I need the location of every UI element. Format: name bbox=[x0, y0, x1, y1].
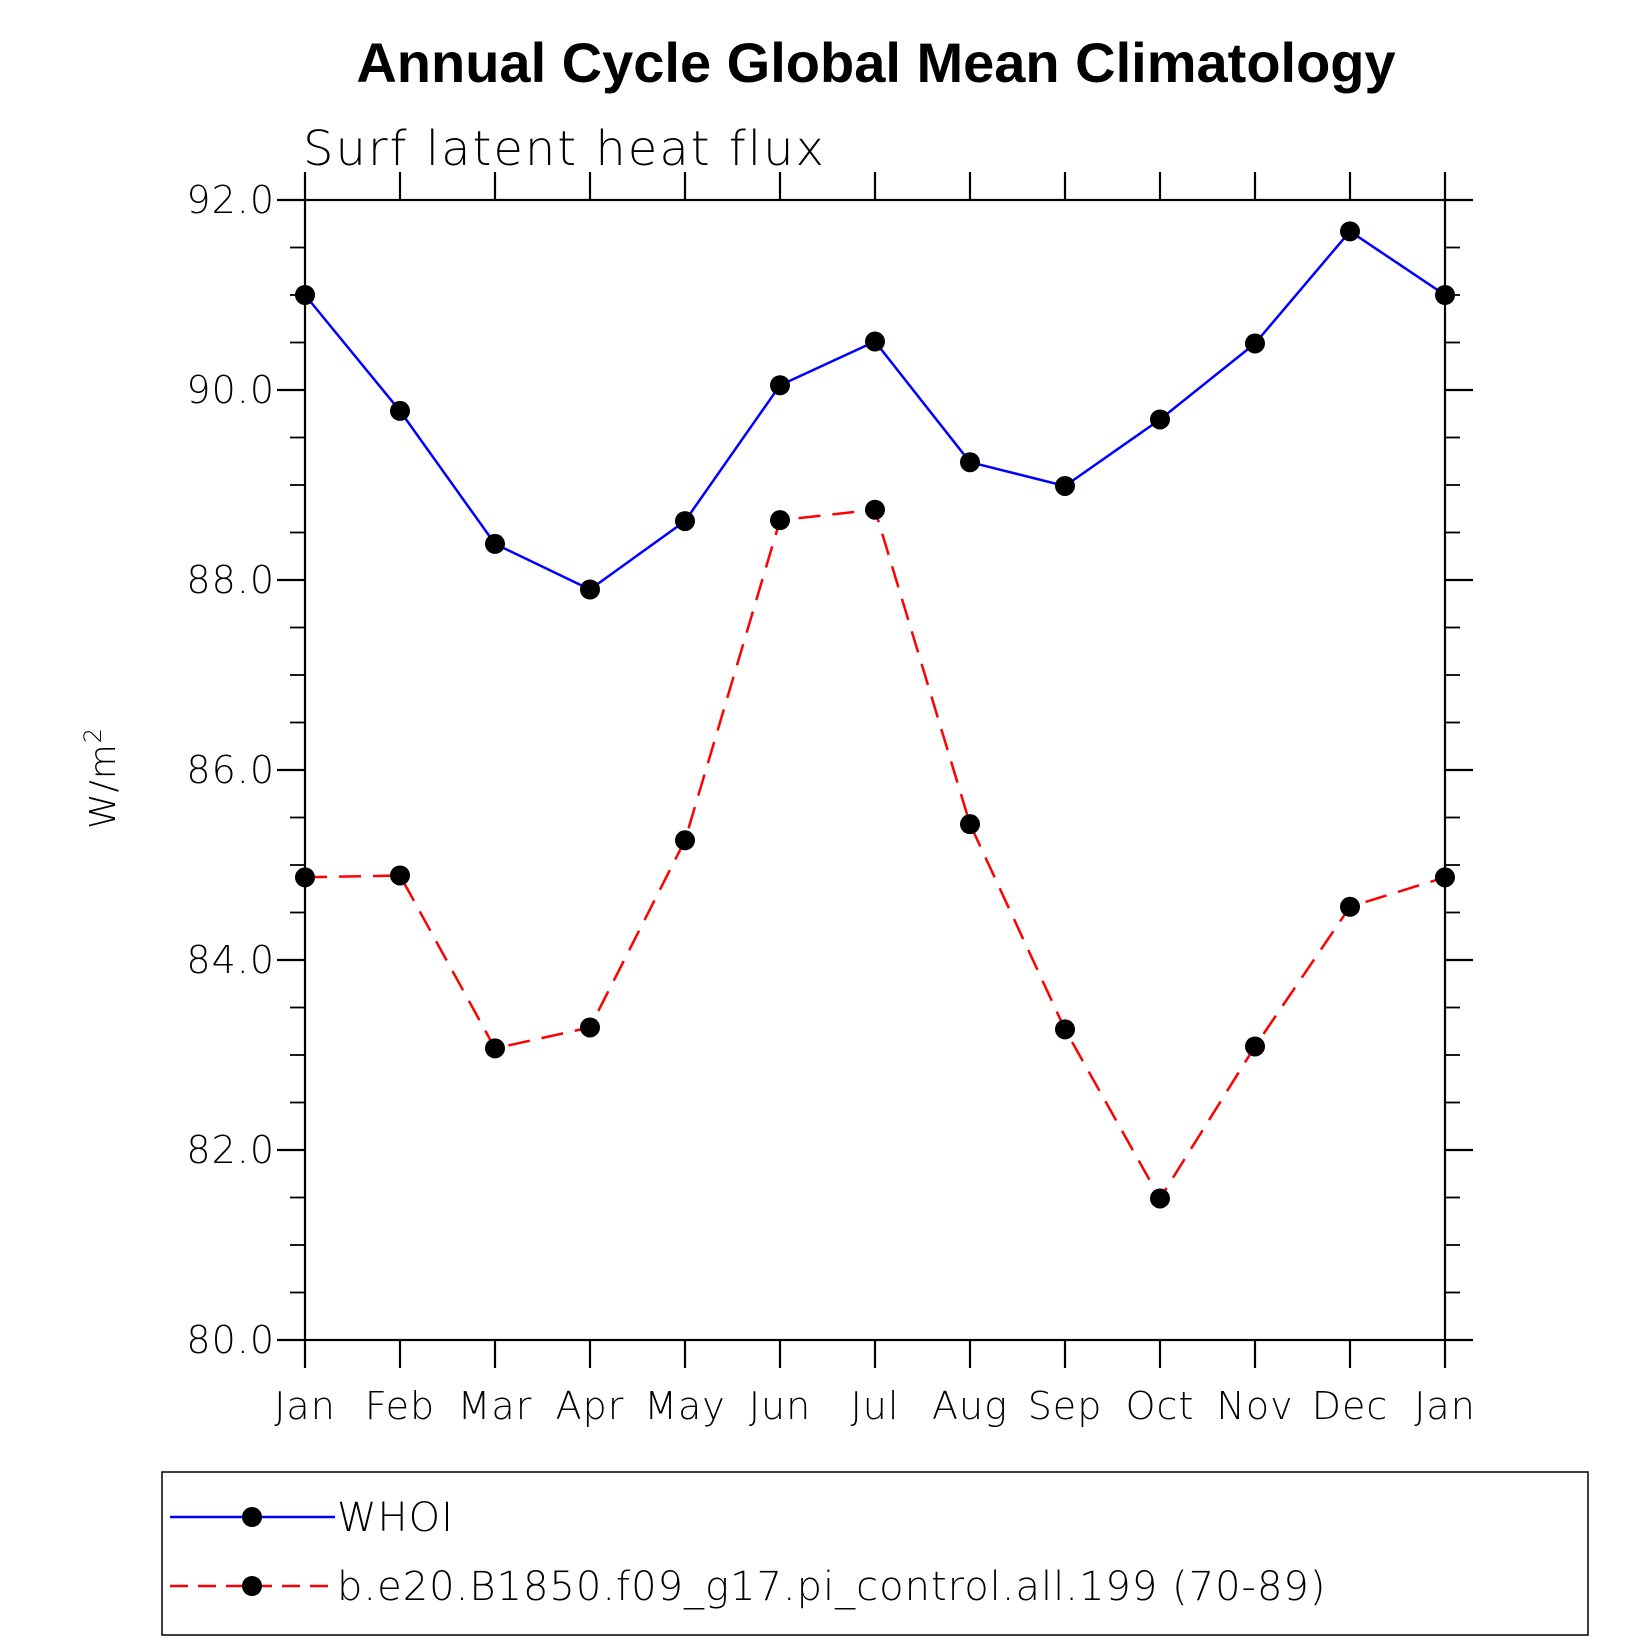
y-axis-label: W/m2 bbox=[79, 727, 124, 829]
data-point-1 bbox=[1150, 1188, 1170, 1209]
x-tick-label: Jun bbox=[749, 1384, 811, 1428]
x-tick-label: Jan bbox=[274, 1384, 336, 1428]
data-point-0 bbox=[1055, 475, 1075, 496]
data-point-1 bbox=[1055, 1019, 1075, 1040]
data-point-0 bbox=[675, 511, 695, 532]
data-point-0 bbox=[770, 375, 790, 396]
y-tick-label: 86.0 bbox=[186, 748, 275, 792]
data-point-1 bbox=[295, 867, 315, 888]
x-tick-label: Apr bbox=[556, 1384, 625, 1428]
data-point-0 bbox=[1245, 333, 1265, 354]
data-point-1 bbox=[580, 1017, 600, 1038]
x-tick-label: Feb bbox=[365, 1384, 435, 1428]
data-point-0 bbox=[960, 452, 980, 473]
svg-text:W/m2: W/m2 bbox=[79, 727, 124, 829]
legend-label-whoi: WHOI bbox=[337, 1495, 454, 1541]
chart-title: Annual Cycle Global Mean Climatology bbox=[356, 31, 1395, 94]
data-point-1 bbox=[1435, 867, 1455, 888]
data-point-0 bbox=[865, 331, 885, 352]
legend-box bbox=[161, 1471, 1589, 1636]
x-tick-label: Jul bbox=[851, 1384, 900, 1428]
data-point-0 bbox=[580, 579, 600, 600]
x-tick-label: Jan bbox=[1414, 1384, 1476, 1428]
x-tick-label: Aug bbox=[932, 1384, 1008, 1428]
x-tick-label: Dec bbox=[1312, 1384, 1389, 1428]
y-axis-label-text: W/m bbox=[83, 743, 124, 829]
legend: WHOI b.e20.B1850.f09_g17.pi_control.all.… bbox=[161, 1471, 1589, 1636]
data-point-0 bbox=[1340, 221, 1360, 242]
legend-label-model: b.e20.B1850.f09_g17.pi_control.all.199 (… bbox=[337, 1564, 1326, 1610]
legend-marker-model bbox=[242, 1576, 262, 1596]
series-line-0 bbox=[304, 230, 1446, 591]
data-point-1 bbox=[485, 1038, 505, 1059]
data-point-0 bbox=[390, 400, 410, 421]
legend-marker-whoi bbox=[242, 1507, 262, 1527]
y-tick-label: 88.0 bbox=[186, 558, 275, 602]
y-tick-label: 84.0 bbox=[186, 938, 275, 982]
data-point-0 bbox=[1435, 285, 1455, 305]
x-tick-label: May bbox=[644, 1384, 726, 1428]
x-tick-label: Mar bbox=[458, 1384, 533, 1428]
data-point-1 bbox=[770, 510, 790, 531]
y-tick-label: 92.0 bbox=[186, 178, 275, 222]
plot-axes: Jan Feb Mar Apr May Jun Jul Aug Sep Oct Nov Dec Jan 8… bbox=[186, 172, 1475, 1428]
chart-subtitle: Surf latent heat flux bbox=[303, 121, 826, 177]
data-point-1 bbox=[1245, 1036, 1265, 1057]
series-line-1 bbox=[304, 508, 1446, 1200]
series-layer bbox=[295, 221, 1455, 1209]
data-point-0 bbox=[1150, 409, 1170, 430]
data-point-1 bbox=[675, 830, 695, 851]
data-point-1 bbox=[390, 865, 410, 886]
data-point-1 bbox=[865, 499, 885, 520]
data-point-0 bbox=[295, 285, 315, 305]
y-tick-label: 82.0 bbox=[186, 1128, 275, 1172]
data-point-1 bbox=[1340, 896, 1360, 917]
x-tick-label: Oct bbox=[1126, 1384, 1195, 1428]
data-point-1 bbox=[960, 814, 980, 835]
data-point-0 bbox=[485, 533, 505, 554]
y-axis-label-superscript: 2 bbox=[79, 727, 107, 743]
y-tick-label: 90.0 bbox=[186, 368, 275, 412]
x-tick-label: Sep bbox=[1028, 1384, 1103, 1428]
plot-frame bbox=[303, 198, 1447, 1342]
y-tick-label: 80.0 bbox=[186, 1318, 275, 1362]
x-tick-label: Nov bbox=[1216, 1384, 1293, 1428]
